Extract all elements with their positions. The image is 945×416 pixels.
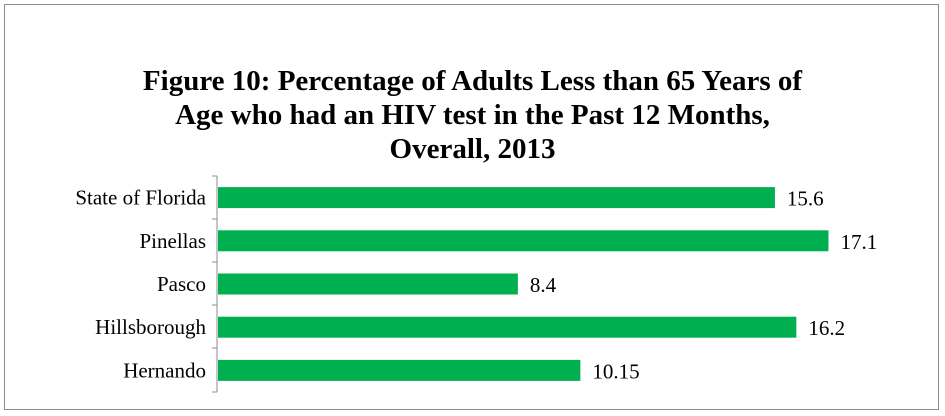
chart-title: Figure 10: Percentage of Adults Less tha… — [0, 64, 945, 166]
category-label: State of Florida — [75, 186, 206, 210]
category-label: Hillsborough — [95, 315, 206, 339]
chart-title-line-3: Overall, 2013 — [389, 133, 556, 165]
bar — [218, 187, 775, 209]
category-label: Hernando — [123, 358, 206, 382]
chart-title-line-2: Age who had an HIV test in the Past 12 M… — [175, 99, 770, 131]
data-label: 16.2 — [808, 316, 845, 340]
category-label: Pinellas — [140, 229, 207, 253]
category-label: Pasco — [157, 272, 206, 296]
data-label: 8.4 — [530, 273, 557, 297]
bar — [218, 273, 518, 295]
chart-title-line-1: Figure 10: Percentage of Adults Less tha… — [142, 65, 803, 97]
bar — [218, 230, 829, 252]
bars-group: State of Florida 15.6 Pinellas 17.1 Pasco 8.4… — [75, 186, 877, 384]
bar — [218, 316, 797, 338]
data-label: 10.15 — [592, 359, 639, 383]
data-label: 15.6 — [787, 187, 824, 211]
data-label: 17.1 — [840, 230, 877, 254]
bar — [218, 359, 581, 381]
